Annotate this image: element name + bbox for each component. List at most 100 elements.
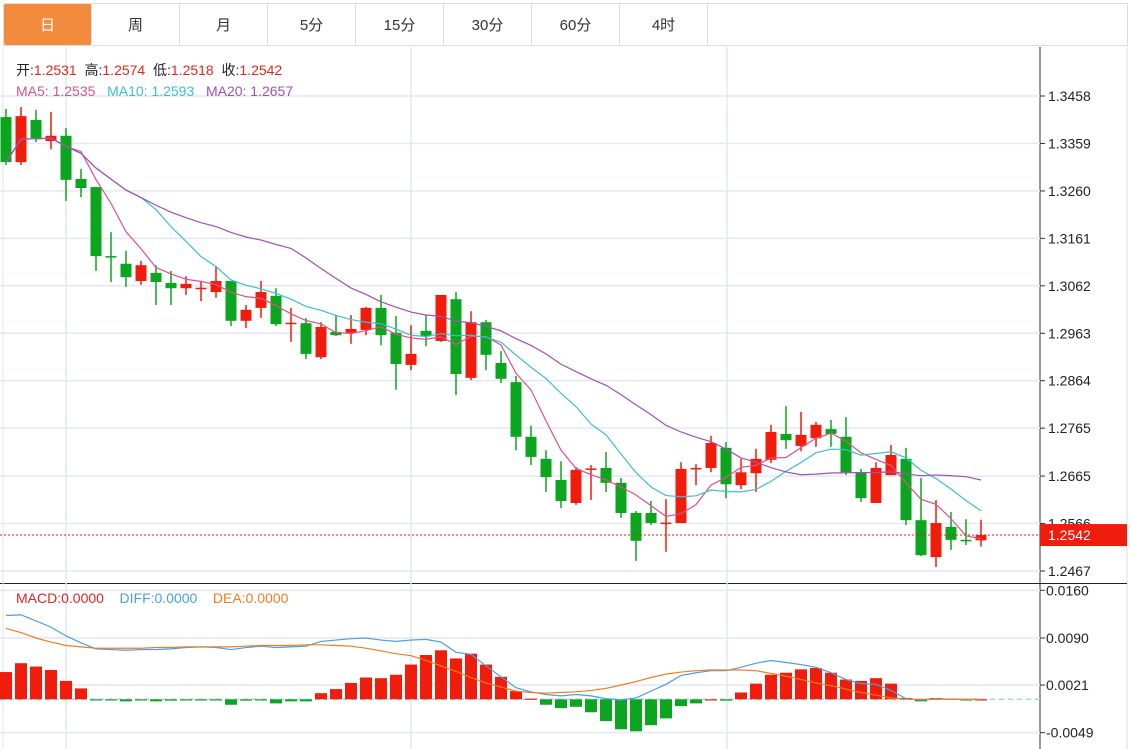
macd-bar (60, 680, 72, 700)
tab-4[interactable]: 15分 (356, 4, 444, 45)
candle (810, 421, 822, 447)
macd-bar (765, 674, 777, 700)
candle-body (660, 522, 672, 525)
candle-body (810, 424, 822, 439)
ma5-label: MA5: (16, 83, 53, 99)
macd-bar (720, 699, 732, 701)
candle-body (300, 323, 312, 354)
candle-body (240, 309, 252, 321)
ma20-line (5, 137, 982, 481)
macd-bar (675, 699, 687, 707)
candle (495, 350, 507, 384)
candle (165, 270, 177, 305)
macd-bar (360, 677, 372, 700)
candle-body (105, 256, 117, 258)
tab-1[interactable]: 周 (92, 4, 180, 45)
macd-bar (735, 692, 747, 700)
candle (225, 281, 237, 327)
candle (765, 424, 777, 464)
candle (30, 109, 42, 143)
macd-bar (120, 699, 132, 702)
candle-body (540, 458, 552, 478)
price-tick-label: 1.3458 (1048, 88, 1091, 104)
close-value: 1.2542 (239, 62, 283, 78)
candle-body (30, 119, 42, 139)
candle-body (765, 431, 777, 460)
period-tab-bar: 日周月 5分 15分 30分 60分 4时 (3, 3, 1128, 46)
candle-body (135, 265, 147, 282)
tab-3[interactable]: 5分 (268, 4, 356, 45)
candle (855, 468, 867, 502)
macd-bar (0, 672, 12, 700)
ma5-value: 1.2535 (52, 83, 96, 99)
candle-body (285, 322, 297, 325)
candle-body (945, 526, 957, 540)
candle (675, 462, 687, 524)
dea-label: DEA: (212, 590, 246, 606)
macd-bar (390, 674, 402, 700)
price-tick-label: 1.3161 (1048, 230, 1091, 246)
ma10-value: 1.2593 (151, 83, 195, 99)
candle (135, 260, 147, 285)
macd-bar (45, 670, 57, 700)
macd-bar (195, 699, 207, 701)
candle (90, 187, 102, 271)
tab-5[interactable]: 30分 (444, 4, 532, 45)
candle (870, 462, 882, 503)
candle-body (255, 292, 267, 308)
low-label: 低: (153, 62, 171, 78)
candle-body (75, 178, 87, 189)
candle-body (555, 479, 567, 502)
candle (255, 281, 267, 318)
macd-bar (300, 699, 312, 702)
macd-tick-label: 0.0021 (1046, 677, 1089, 693)
candle-body (210, 281, 222, 293)
candle-body (585, 468, 597, 470)
candle-body (405, 353, 417, 365)
open-label: 开: (16, 62, 34, 78)
macd-bar (570, 699, 582, 707)
macd-tick-label: 0.0090 (1046, 630, 1089, 646)
candle (615, 478, 627, 518)
macd-bar (30, 666, 42, 700)
open-value: 1.2531 (33, 62, 77, 78)
macd-bar (75, 688, 87, 700)
candle-body (690, 467, 702, 470)
candle (600, 452, 612, 492)
tab-7[interactable]: 4时 (620, 4, 708, 45)
candle (570, 466, 582, 505)
ma-readout: MA5: 1.2535 MA10: 1.2593 MA20: 1.2657 (16, 83, 293, 99)
macd-bar (645, 699, 657, 726)
candle (720, 442, 732, 499)
macd-bar (180, 699, 192, 701)
macd-bar (855, 680, 867, 700)
candle-body (705, 443, 717, 468)
tab-0[interactable]: 日 (4, 4, 92, 45)
candle-body (390, 332, 402, 364)
tab-2[interactable]: 月 (180, 4, 268, 45)
candle (210, 266, 222, 298)
macd-bar (210, 699, 222, 701)
macd-bar (780, 672, 792, 700)
macd-bar (465, 653, 477, 700)
candle (120, 250, 132, 287)
macd-bar (375, 678, 387, 700)
candle-body (0, 117, 12, 163)
price-tick-label: 1.2765 (1048, 420, 1091, 436)
candle-body (375, 307, 387, 336)
candle (555, 461, 567, 509)
low-value: 1.2518 (170, 62, 214, 78)
candle (735, 458, 747, 490)
candle (900, 447, 912, 525)
diff-value: 0.0000 (154, 590, 198, 606)
candle (465, 311, 477, 381)
candle-body (225, 281, 237, 321)
macd-bar (600, 699, 612, 722)
candle-body (570, 469, 582, 503)
tab-6[interactable]: 60分 (532, 4, 620, 45)
close-label: 收: (221, 62, 240, 78)
macd-bar (345, 682, 357, 700)
candle (0, 108, 12, 166)
candle (390, 316, 402, 390)
macd-bar (750, 683, 762, 700)
